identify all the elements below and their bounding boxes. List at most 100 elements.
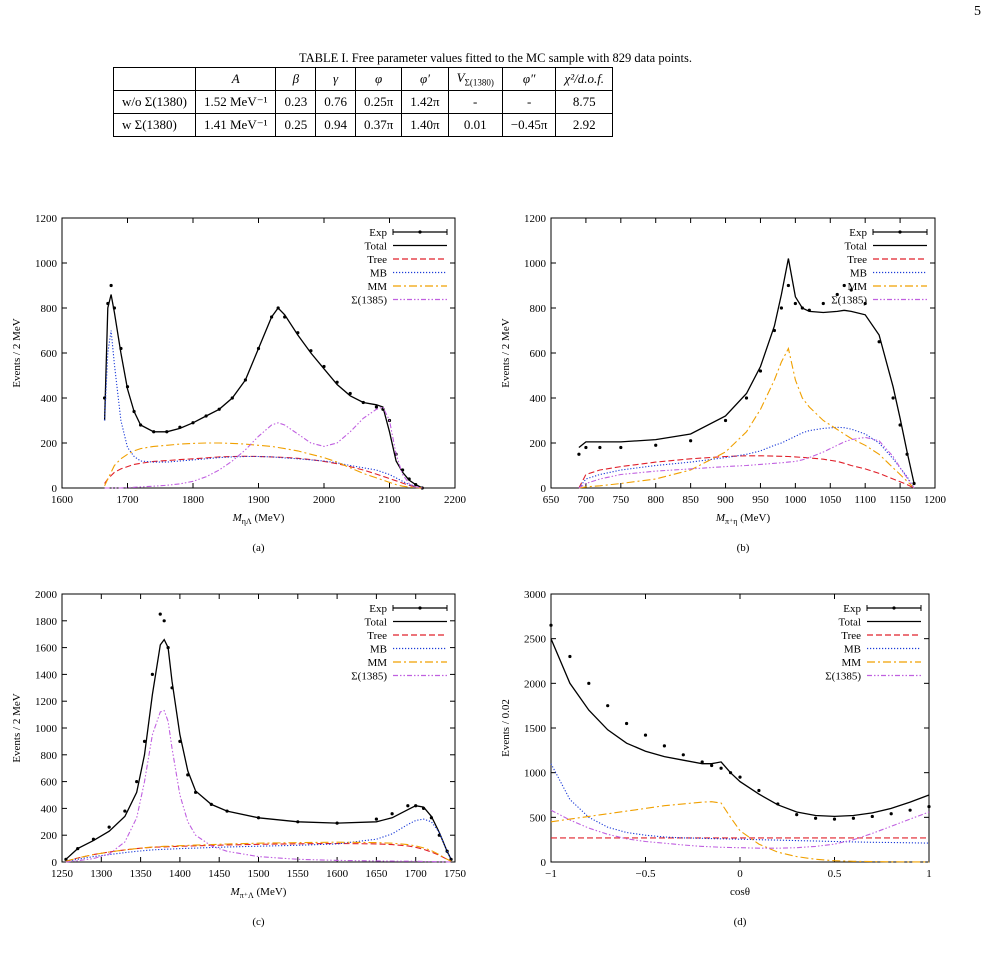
data-point [654, 443, 658, 447]
header-text: V [456, 70, 465, 86]
y-tick-label: 0 [52, 857, 58, 869]
data-point [889, 812, 893, 816]
data-point [606, 704, 610, 708]
legend-label: Exp [369, 227, 387, 239]
y-tick-label: 3000 [524, 589, 547, 601]
data-point [150, 672, 154, 677]
series-line [578, 436, 915, 489]
y-tick-label: 1200 [35, 213, 58, 225]
legend-label: Total [365, 617, 387, 629]
data-point [390, 812, 394, 816]
data-point [814, 816, 818, 820]
legend-label: Σ(1385) [831, 295, 867, 307]
data-point [891, 396, 895, 400]
data-point [123, 809, 127, 813]
table-cell: 2.92 [555, 113, 614, 137]
page-number: 5 [974, 4, 981, 19]
table-row: w Σ(1380) 1.41 MeV⁻¹ 0.25 0.94 0.37π 1.40π 0.0… [113, 113, 614, 137]
legend-label: Exp [843, 603, 861, 615]
x-label-subscript: π⁺η [725, 517, 737, 526]
y-tick-label: 2000 [524, 678, 547, 690]
table-cell: 1.40π [401, 113, 449, 137]
y-tick-label: 0 [541, 857, 547, 869]
x-tick-label: 1150 [889, 494, 911, 506]
table-cell: 0.25 [275, 113, 317, 137]
data-point [598, 445, 602, 450]
plot-frame [550, 593, 930, 863]
caption: (c) [252, 916, 265, 928]
y-tick-label: 800 [530, 303, 547, 315]
header-cell: φ″ [501, 67, 557, 91]
x-tick-label: −1 [545, 868, 557, 880]
x-tick-label: 850 [682, 494, 699, 506]
y-tick-label: 1800 [35, 616, 58, 628]
y-axis-label: Events / 2 MeV [11, 693, 23, 762]
data-point [877, 340, 881, 344]
y-tick-label: 0 [541, 483, 547, 495]
x-tick-label: 1800 [182, 494, 205, 506]
x-tick-label: 1400 [169, 868, 192, 880]
data-point [870, 814, 874, 819]
x-axis-label: Mπ⁺η (MeV) [715, 512, 771, 526]
data-point [744, 396, 749, 400]
legend-label: Σ(1385) [351, 671, 387, 683]
legend-swatch [892, 606, 896, 610]
table-cell: 1.52 MeV⁻¹ [194, 90, 277, 114]
data-point [758, 369, 763, 373]
legend-label: MM [367, 281, 387, 293]
x-axis-label: cosθ [730, 886, 750, 898]
x-tick-label: 0.5 [828, 868, 842, 880]
x-tick-label: 2100 [379, 494, 402, 506]
table-cell: w Σ(1380) [113, 113, 196, 137]
header-cell: β [275, 67, 317, 91]
x-tick-label: 1700 [117, 494, 140, 506]
legend-label: Total [839, 617, 861, 629]
x-tick-label: 1750 [444, 868, 467, 880]
legend-label: Σ(1385) [825, 671, 861, 683]
legend-label: Tree [841, 630, 861, 642]
series-line [578, 346, 915, 489]
data-point [723, 418, 728, 423]
series-line [103, 294, 423, 489]
legend-label: Exp [369, 603, 387, 615]
series-line [578, 426, 915, 489]
legend-label: Tree [847, 254, 867, 266]
legend-swatch [898, 230, 902, 234]
data-point [710, 763, 714, 768]
y-tick-label: 1400 [35, 669, 58, 681]
caption: (d) [734, 916, 747, 928]
legend-label: MB [370, 268, 387, 280]
x-label-unit: (MeV) [254, 886, 287, 898]
y-tick-label: 600 [530, 348, 547, 360]
data-point [135, 780, 139, 784]
chart: −1 −0.5 0 0.5 1 0 500 1000 1500 2000 2500 3000 Event… [500, 589, 932, 928]
data-point [908, 808, 912, 812]
table-cell: 0.01 [447, 113, 503, 137]
header-subscript: Σ(1380) [464, 77, 494, 88]
series-line [104, 330, 423, 489]
data-point [851, 816, 856, 820]
series-line [550, 809, 930, 849]
x-tick-label: −0.5 [636, 868, 656, 880]
x-tick-label: 2000 [313, 494, 336, 506]
x-tick-label: 1600 [326, 868, 349, 880]
header-cell: φ′ [401, 67, 449, 91]
data-point [625, 721, 629, 726]
legend-label: Σ(1385) [351, 295, 387, 307]
y-tick-label: 1000 [35, 258, 58, 270]
data-point [107, 825, 111, 829]
x-tick-label: 1250 [51, 868, 74, 880]
x-tick-label: 1500 [248, 868, 271, 880]
caption: (b) [737, 542, 750, 554]
series-line [578, 258, 915, 484]
legend-label: Total [365, 241, 387, 253]
y-tick-label: 2000 [35, 589, 58, 601]
y-tick-label: 400 [41, 393, 58, 405]
x-tick-label: 1350 [130, 868, 153, 880]
y-tick-label: 800 [41, 303, 58, 315]
data-point [681, 753, 685, 757]
data-point [849, 288, 853, 292]
caption: (a) [252, 542, 265, 554]
x-label-subscript: π⁺Λ [240, 891, 254, 900]
